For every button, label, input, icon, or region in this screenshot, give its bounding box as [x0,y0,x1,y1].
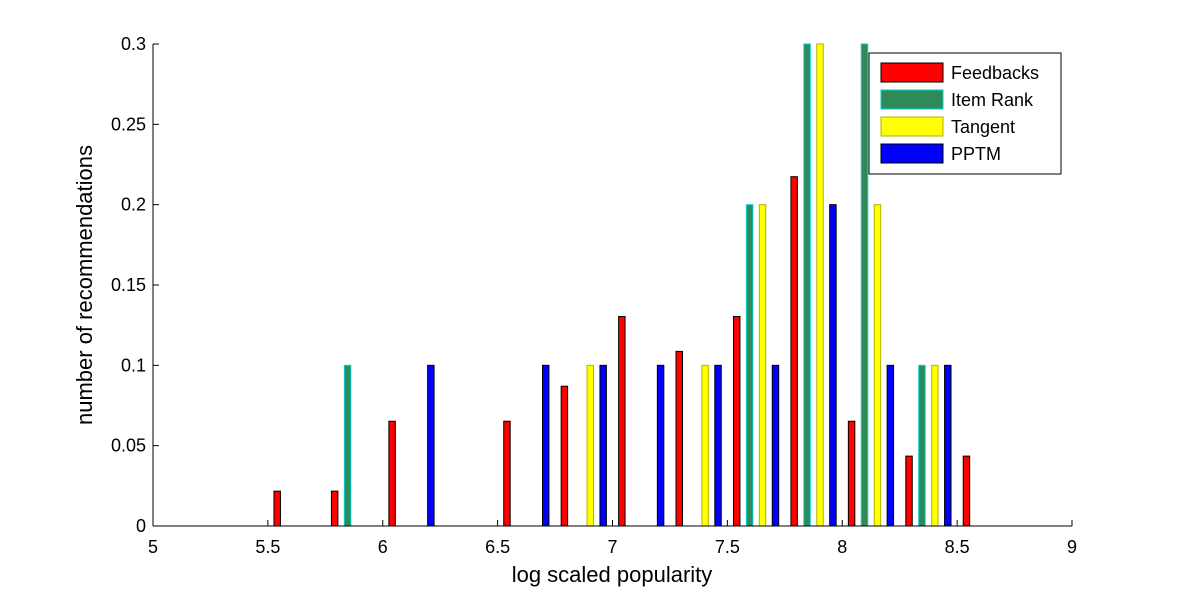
bar-tangent-10 [758,204,767,527]
y-tick-label: 0.2 [121,195,146,215]
y-tick-label: 0.05 [111,436,146,456]
bar-pptm-12 [886,364,895,527]
bar-tangent-13 [931,364,939,527]
x-tick-label: 7.5 [715,537,740,557]
x-axis-label: log scaled popularity [512,562,713,587]
bar-item-rank-11 [803,43,811,527]
bar-pptm-13 [944,364,952,527]
bar-tangent-12 [873,204,882,527]
y-tick-label: 0.3 [121,34,146,54]
bar-tangent-7 [586,364,594,527]
legend-label-pptm: PPTM [951,144,1001,164]
bar-feedbacks-6 [503,420,511,527]
bar-pptm-10 [771,364,780,527]
x-tick-label: 8.5 [945,537,970,557]
y-tick-label: 0 [136,516,146,536]
bars-group [159,43,1066,527]
bar-item-rank-13 [918,364,926,527]
x-tick-label: 6 [378,537,388,557]
bar-feedbacks-10 [732,315,741,527]
x-tick-label: 9 [1067,537,1077,557]
y-axis-label: number of recommendations [72,145,97,425]
x-tick-label: 6.5 [485,537,510,557]
bar-pptm-7 [599,364,607,527]
bar-feedbacks-8 [618,315,626,527]
bar-pptm-9 [714,364,722,527]
bar-tangent-9 [701,364,709,527]
legend-label-feedbacks: Feedbacks [951,63,1039,83]
bar-feedbacks-12 [847,420,856,527]
legend-swatch-item-rank [880,89,944,110]
bar-pptm-6 [541,364,550,527]
bar-feedbacks-3 [330,490,339,527]
legend-swatch-pptm [880,143,944,164]
bar-item-rank-3 [343,364,352,527]
bar-feedbacks-2 [273,490,281,527]
x-tick-label: 5 [148,537,158,557]
x-tick-label: 5.5 [255,537,280,557]
bar-feedbacks-4 [388,420,396,527]
bar-pptm-8 [656,364,665,527]
y-tick-label: 0.1 [121,355,146,375]
bar-feedbacks-13 [905,455,913,527]
x-tick-label: 7 [607,537,617,557]
legend-label-tangent: Tangent [951,117,1015,137]
bar-feedbacks-7 [560,385,569,527]
y-tick-label: 0.15 [111,275,146,295]
legend-label-item-rank: Item Rank [951,90,1034,110]
bar-pptm-4 [427,364,435,527]
axes-group: 5 5.5 6 6.5 7 7.5 8 8.5 9 0 0.05 0.1 0.15 0.2 0.25 0.3 [111,34,1077,557]
legend: Feedbacks Item Rank Tangent PPTM [868,52,1062,175]
bar-tangent-11 [816,43,824,527]
bar-pptm-11 [829,204,837,527]
bar-feedbacks-9 [675,350,684,527]
x-tick-label: 8 [837,537,847,557]
y-tick-label: 0.25 [111,114,146,134]
bar-feedbacks-14 [962,455,971,527]
bar-item-rank-12 [860,43,869,527]
bar-item-rank-10 [745,204,754,527]
legend-swatch-tangent [880,116,944,137]
bar-feedbacks-11 [790,176,798,527]
legend-swatch-feedbacks [880,62,944,83]
